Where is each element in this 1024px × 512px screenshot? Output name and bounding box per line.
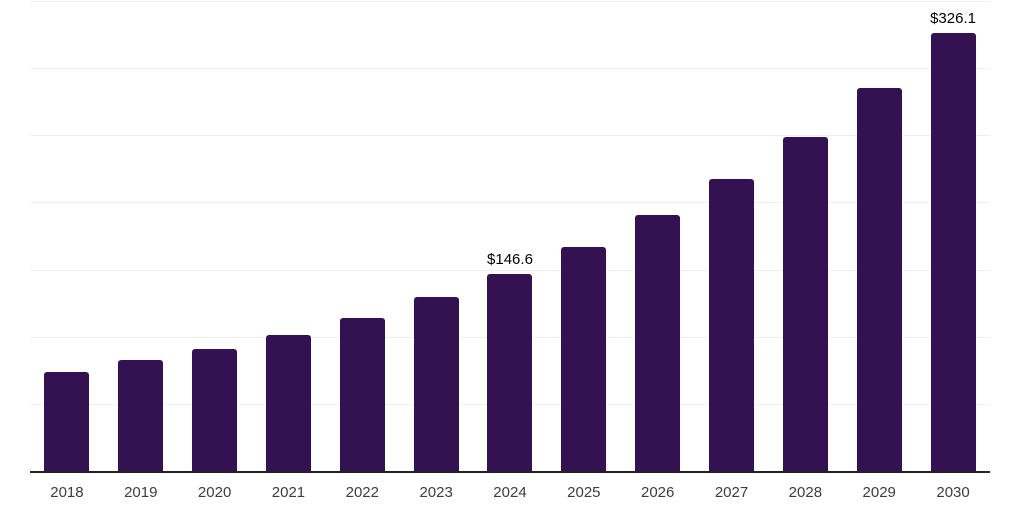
bar-2028 <box>782 137 828 471</box>
bar-2022 <box>339 318 385 471</box>
bar-2030 <box>930 33 976 471</box>
bar-2025 <box>561 246 607 471</box>
bar-2020 <box>192 349 238 471</box>
bar-slot-2022 <box>325 1 399 471</box>
data-label-2030: $326.1 <box>930 10 976 28</box>
bar-2026 <box>635 215 681 471</box>
bar-slot-2019 <box>104 1 178 471</box>
x-tick-2027: 2027 <box>714 484 749 501</box>
bar-2023 <box>413 296 459 471</box>
bars-layer: $146.6 $326.1 <box>30 1 990 471</box>
x-tick-2030: 2030 <box>936 484 970 501</box>
bar-slot-2024: $146.6 <box>473 1 547 471</box>
bar-slot-2020 <box>178 1 252 471</box>
bar-slot-2021 <box>252 1 326 471</box>
plot-area: $146.6 $326.1 <box>30 1 990 473</box>
x-tick-2023: 2023 <box>419 484 453 501</box>
bar-slot-2025 <box>547 1 621 471</box>
bar-2019 <box>118 359 164 471</box>
x-axis-line <box>30 471 990 473</box>
x-tick-2022: 2022 <box>345 484 379 501</box>
x-tick-2024: 2024 <box>493 484 527 501</box>
bar-slot-2028 <box>768 1 842 471</box>
gridline-150 <box>30 269 990 271</box>
bar-slot-2018 <box>30 1 104 471</box>
x-tick-2028: 2028 <box>788 484 823 501</box>
x-tick-2018: 2018 <box>50 484 84 501</box>
gridline-250 <box>30 135 990 137</box>
gridline-300 <box>30 68 990 70</box>
x-axis-labels: 2018 2019 2020 2021 2022 2023 2024 2025 2026 2027… <box>30 484 990 501</box>
bar-slot-2030: $326.1 <box>916 1 990 471</box>
data-label-2024: $146.6 <box>487 251 533 269</box>
x-tick-2026: 2026 <box>640 484 675 501</box>
bar-2029 <box>856 88 902 471</box>
bar-slot-2027 <box>695 1 769 471</box>
bar-2021 <box>265 335 311 471</box>
x-tick-2021: 2021 <box>271 484 306 501</box>
x-tick-2029: 2029 <box>862 484 896 501</box>
x-tick-2020: 2020 <box>197 484 232 501</box>
bar-2018 <box>44 371 90 471</box>
gridline-350 <box>30 1 990 2</box>
x-tick-2025: 2025 <box>567 484 601 501</box>
bar-2024 <box>487 274 533 471</box>
bar-2027 <box>709 179 755 471</box>
x-tick-2019: 2019 <box>124 484 158 501</box>
bar-slot-2029 <box>842 1 916 471</box>
bar-slot-2026 <box>621 1 695 471</box>
gridline-200 <box>30 202 990 204</box>
bar-slot-2023 <box>399 1 473 471</box>
